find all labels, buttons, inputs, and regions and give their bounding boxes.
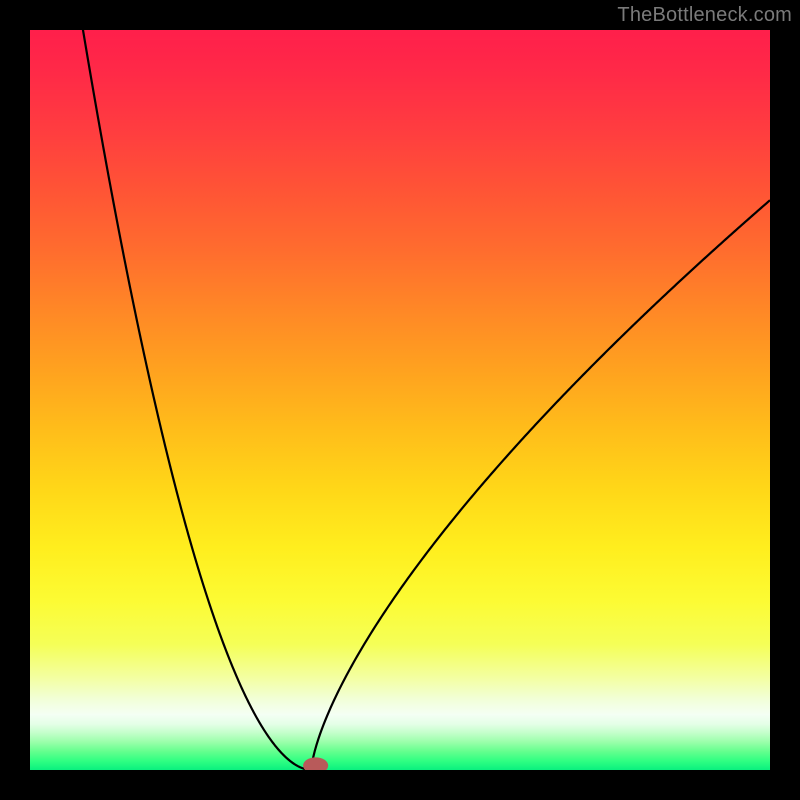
gradient-bg [30,30,770,770]
bottleneck-chart [30,30,770,770]
watermark-text: TheBottleneck.com [617,4,792,27]
chart-svg [30,30,770,770]
chart-container: TheBottleneck.com [0,0,800,800]
